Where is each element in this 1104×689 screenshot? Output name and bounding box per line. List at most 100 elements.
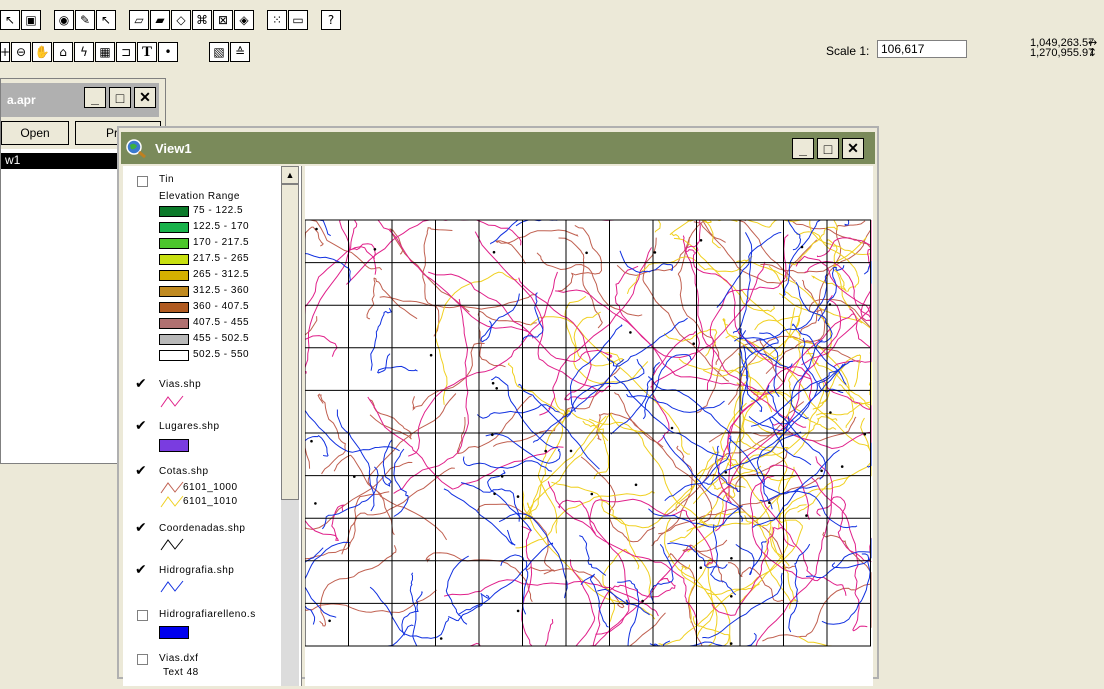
- map-feature-line: [615, 219, 726, 243]
- map-feature-line: [863, 260, 872, 284]
- select-arrow-icon[interactable]: ↖: [0, 10, 20, 30]
- map-feature-line: [727, 415, 782, 467]
- hidrografiarelleno-fill-swatch: [159, 626, 189, 639]
- text-tool-icon[interactable]: T: [137, 42, 157, 62]
- map-feature-line: [474, 231, 611, 393]
- elevation-swatch: [159, 270, 189, 281]
- coordenadas-shp-checked-icon[interactable]: ✔: [135, 520, 147, 536]
- frame-icon[interactable]: ▭: [288, 10, 308, 30]
- map-point: [590, 492, 594, 496]
- vertex-edit-icon[interactable]: ▣: [21, 10, 41, 30]
- x-coordinate: 1,049,263.57: [1030, 37, 1095, 49]
- lugares-shp-name[interactable]: Lugares.shp: [159, 421, 220, 432]
- close-button[interactable]: ✕: [842, 138, 864, 159]
- map-feature-line: [711, 526, 795, 616]
- x-arrow-icon: ↔: [1088, 36, 1098, 49]
- hidrografia-line-symbol: [160, 580, 184, 593]
- open-button[interactable]: Open: [1, 121, 69, 145]
- cotas-shp-name[interactable]: Cotas.shp: [159, 466, 209, 477]
- coordenadas-shp-name[interactable]: Coordenadas.shp: [159, 523, 246, 534]
- map-point: [699, 566, 703, 569]
- map-feature-line: [341, 467, 455, 555]
- map-point: [493, 492, 496, 496]
- zoom-selected-icon[interactable]: ◈: [234, 10, 254, 30]
- map-feature-line: [740, 345, 754, 412]
- lugares-fill-swatch: [159, 439, 189, 452]
- map-feature-line: [515, 490, 655, 549]
- area-label-icon[interactable]: ⊐: [116, 42, 136, 62]
- map-point: [724, 471, 728, 474]
- scale-input[interactable]: 106,617: [877, 40, 967, 58]
- map-feature-line: [675, 458, 796, 511]
- theme-icon[interactable]: ▧: [209, 42, 229, 62]
- map-point: [768, 501, 771, 505]
- zoom-in-icon[interactable]: +: [0, 42, 10, 62]
- map-feature-line: [777, 337, 818, 441]
- binoculars-icon[interactable]: ◉: [54, 10, 74, 30]
- map-feature-line: [669, 219, 737, 240]
- map-feature-line: [599, 451, 720, 529]
- zoom-full-icon[interactable]: ⌘: [192, 10, 212, 30]
- help-icon[interactable]: ?: [321, 10, 341, 30]
- map-feature-line: [422, 227, 453, 337]
- hidrografiarelleno-name[interactable]: Hidrografiarelleno.s: [159, 609, 256, 620]
- minimize-button[interactable]: _: [792, 138, 814, 159]
- map-feature-line: [755, 456, 833, 647]
- draw-line-icon[interactable]: ↖: [96, 10, 116, 30]
- cotas-class-2: 6101_1010: [183, 496, 238, 507]
- lugares-shp-checked-icon[interactable]: ✔: [135, 418, 147, 434]
- view-titlebar[interactable]: View1 _ □ ✕: [121, 132, 875, 164]
- map-feature-line: [797, 400, 872, 513]
- map-feature-line: [381, 439, 393, 487]
- map-point: [544, 449, 547, 453]
- tin-visibility-checkbox[interactable]: [137, 176, 148, 187]
- map-feature-line: [487, 470, 532, 532]
- map-feature-line: [787, 219, 838, 266]
- cotas-shp-checked-icon[interactable]: ✔: [135, 463, 147, 479]
- graphic-icon[interactable]: ≙: [230, 42, 250, 62]
- hidrografia-shp-checked-icon[interactable]: ✔: [135, 562, 147, 578]
- tin-layer-name[interactable]: Tin: [159, 174, 175, 185]
- map-point: [491, 381, 495, 385]
- map-feature-line: [367, 393, 457, 536]
- map-feature-line: [817, 265, 845, 322]
- scrollbar-thumb[interactable]: [281, 184, 299, 500]
- map-feature-line: [642, 219, 721, 249]
- label-icon[interactable]: ▦: [95, 42, 115, 62]
- pan-icon[interactable]: ✋: [32, 42, 52, 62]
- maximize-button[interactable]: □: [817, 138, 839, 159]
- vias-dxf-visibility-checkbox[interactable]: [137, 654, 148, 665]
- edit-shape-icon[interactable]: ▱: [129, 10, 149, 30]
- vias-shp-checked-icon[interactable]: ✔: [135, 376, 147, 392]
- map-canvas[interactable]: [304, 166, 873, 686]
- vias-shp-name[interactable]: Vias.shp: [159, 379, 202, 390]
- map-point: [314, 502, 317, 505]
- split-icon[interactable]: ◇: [171, 10, 191, 30]
- project-titlebar[interactable]: a.apr: [1, 83, 159, 117]
- map-feature-line: [771, 526, 799, 609]
- map-feature-line: [650, 331, 700, 443]
- hotlink-icon[interactable]: ϟ: [74, 42, 94, 62]
- vias-dxf-name[interactable]: Vias.dxf: [159, 653, 199, 664]
- map-feature-line: [752, 449, 840, 528]
- map-feature-line: [566, 358, 645, 418]
- map-feature-line: [434, 271, 518, 405]
- query-builder-icon[interactable]: ✎: [75, 10, 95, 30]
- maximize-button[interactable]: □: [109, 87, 131, 108]
- edit-feature-icon[interactable]: ▰: [150, 10, 170, 30]
- zoom-active-icon[interactable]: ⊠: [213, 10, 233, 30]
- map-feature-line: [304, 399, 400, 453]
- layout-icon[interactable]: ⁙: [267, 10, 287, 30]
- hidrografiarelleno-visibility-checkbox[interactable]: [137, 610, 148, 621]
- y-coordinate: 1,270,955.97: [1030, 47, 1095, 59]
- hidrografia-shp-name[interactable]: Hidrografia.shp: [159, 565, 235, 576]
- zoom-out-icon[interactable]: ⊖: [11, 42, 31, 62]
- measure-icon[interactable]: ⌂: [53, 42, 73, 62]
- minimize-button[interactable]: _: [84, 87, 106, 108]
- map-display[interactable]: [304, 166, 873, 686]
- scroll-up-arrow-icon[interactable]: ▲: [281, 166, 299, 184]
- close-button[interactable]: ✕: [134, 87, 156, 108]
- toolbar-row-2: + ⊖ ✋ ⌂ ϟ ▦ ⊐ T • ▧ ≙: [0, 42, 251, 62]
- pointer-icon[interactable]: •: [158, 42, 178, 62]
- list-item-selected[interactable]: w1: [1, 153, 117, 169]
